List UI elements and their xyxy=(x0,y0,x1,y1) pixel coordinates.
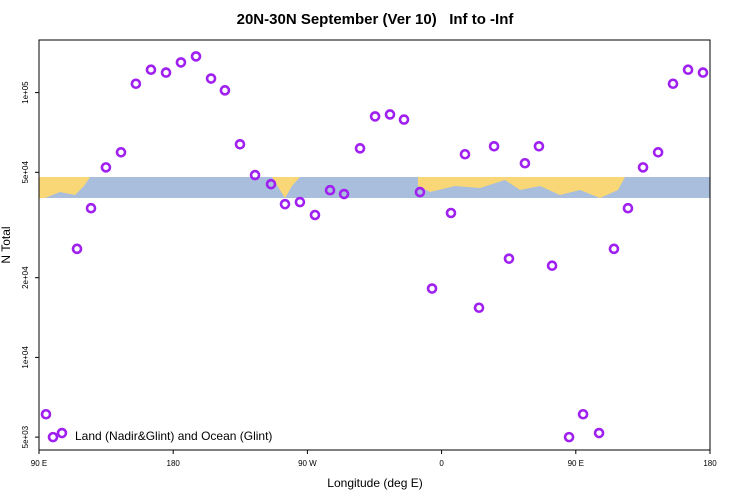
x-tick-label: 90 W xyxy=(298,459,317,468)
x-tick-label: 90 E xyxy=(568,459,584,468)
y-tick-label: 1e+05 xyxy=(21,81,30,104)
map-strip xyxy=(39,177,710,198)
point xyxy=(384,109,396,120)
land xyxy=(272,177,300,198)
point xyxy=(652,147,664,158)
point xyxy=(488,140,500,152)
point xyxy=(667,78,679,90)
point xyxy=(219,85,231,96)
point xyxy=(473,302,485,314)
point xyxy=(145,64,157,76)
land xyxy=(39,177,90,198)
point xyxy=(608,243,620,255)
chart-title: 20N-30N September (Ver 10) Inf to -Inf xyxy=(237,11,515,28)
y-axis-label: N Total xyxy=(0,226,13,263)
point xyxy=(697,67,709,78)
point xyxy=(369,111,381,122)
point xyxy=(414,186,426,198)
point xyxy=(445,207,457,219)
x-tick-label: 0 xyxy=(439,459,444,468)
point xyxy=(249,169,261,181)
point xyxy=(234,138,246,150)
point xyxy=(354,143,366,154)
point xyxy=(622,202,634,214)
point xyxy=(47,431,59,443)
point xyxy=(577,408,589,420)
x-tick-label: 90 E xyxy=(31,459,47,468)
point xyxy=(100,162,112,173)
y-tick-label: 5e+04 xyxy=(21,161,30,184)
point xyxy=(533,140,545,152)
point xyxy=(40,408,52,420)
point xyxy=(175,57,187,68)
point xyxy=(205,73,217,84)
point xyxy=(265,178,277,190)
point xyxy=(294,196,306,208)
x-tick-label: 180 xyxy=(167,459,181,468)
point xyxy=(682,64,694,76)
point xyxy=(546,260,558,271)
plot-frame xyxy=(38,39,711,451)
point xyxy=(71,243,83,255)
x-tick-label: 180 xyxy=(703,459,717,468)
point xyxy=(503,253,515,264)
point xyxy=(459,148,471,160)
y-tick-label: 5e+03 xyxy=(21,425,30,448)
point xyxy=(398,114,410,125)
point xyxy=(85,202,97,214)
point xyxy=(130,78,142,90)
point xyxy=(637,162,649,173)
point xyxy=(190,51,202,62)
y-tick-label: 2e+04 xyxy=(21,266,30,289)
point xyxy=(593,427,605,439)
point xyxy=(160,67,172,78)
point xyxy=(56,427,68,439)
point xyxy=(309,209,321,221)
y-tick-label: 1e+04 xyxy=(21,346,30,369)
land xyxy=(418,177,625,198)
point xyxy=(426,283,438,294)
point xyxy=(279,198,291,210)
point xyxy=(563,431,575,443)
point xyxy=(338,188,350,200)
legend-text: Land (Nadir&Glint) and Ocean (Glint) xyxy=(75,429,272,443)
point xyxy=(324,184,336,196)
point xyxy=(115,147,127,158)
point xyxy=(519,157,531,169)
x-axis-label: Longitude (deg E) xyxy=(327,476,422,490)
